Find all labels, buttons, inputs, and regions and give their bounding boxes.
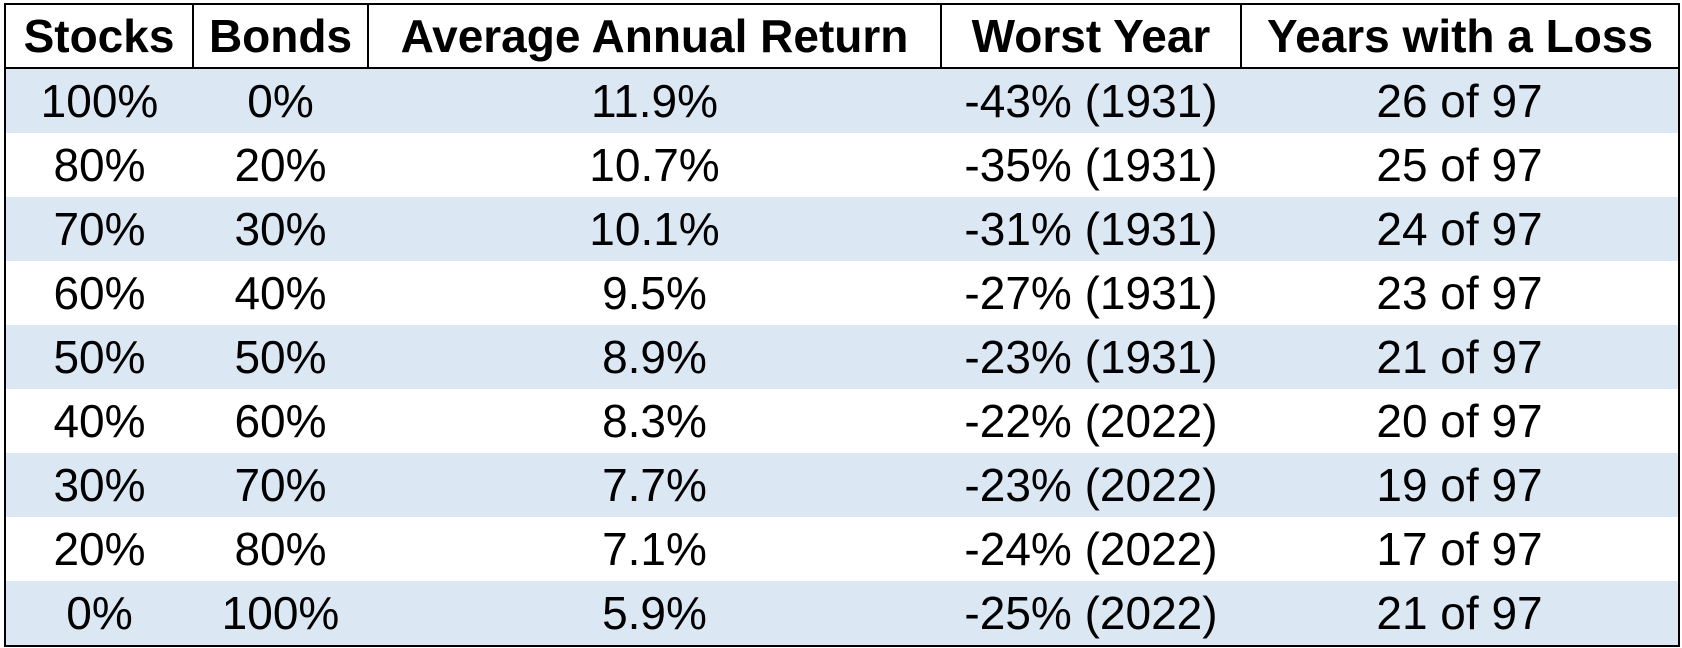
table-cell: 0% <box>5 581 193 646</box>
table-body: 100% 0% 11.9% -43% (1931) 26 of 97 80% 20% 10.7… <box>5 68 1679 646</box>
table-cell: 40% <box>53 395 146 447</box>
table-cell: 30% <box>5 453 193 517</box>
table-cell: 8.3% <box>602 395 707 447</box>
table-cell: 40% <box>234 267 327 319</box>
table-cell: 60% <box>234 395 327 447</box>
table-cell: 50% <box>5 325 193 389</box>
table-row: 100% 0% 11.9% -43% (1931) 26 of 97 <box>5 68 1679 133</box>
table-row: 30% 70% 7.7% -23% (2022) 19 of 97 <box>5 453 1679 517</box>
table-cell: -25% (2022) <box>941 581 1241 646</box>
table-row: 20% 80% 7.1% -24% (2022) 17 of 97 <box>5 517 1679 581</box>
header-cell: Average Annual Return <box>367 3 942 69</box>
table-cell: 7.7% <box>368 453 941 517</box>
table-cell: 80% <box>53 139 146 191</box>
table-cell: 0% <box>193 68 368 133</box>
table-row: 0% 100% 5.9% -25% (2022) 21 of 97 <box>5 581 1679 646</box>
table-cell: 10.7% <box>589 139 720 191</box>
table-cell: 21 of 97 <box>1241 581 1679 646</box>
table-cell: -31% (1931) <box>941 197 1241 261</box>
table-cell: 8.9% <box>368 325 941 389</box>
table-cell: 30% <box>193 197 368 261</box>
table-cell: 50% <box>193 325 368 389</box>
table-cell: -23% (1931) <box>941 325 1241 389</box>
table-cell: 5.9% <box>368 581 941 646</box>
table-cell: 7.1% <box>602 523 707 575</box>
table-row: 60% 40% 9.5% -27% (1931) 23 of 97 <box>5 261 1679 325</box>
table-cell: 80% <box>234 523 327 575</box>
table-cell: 9.5% <box>602 267 707 319</box>
table-cell: 100% <box>5 68 193 133</box>
table-cell: 21 of 97 <box>1241 325 1679 389</box>
allocation-table: Stocks Bonds Average Annual Return Worst Ye… <box>4 3 1680 647</box>
table-cell: 10.1% <box>368 197 941 261</box>
table-cell: 20% <box>234 139 327 191</box>
table-cell: 20 of 97 <box>1376 395 1543 447</box>
table-cell: 60% <box>53 267 146 319</box>
header-cell: Bonds <box>192 3 369 69</box>
table-row: 40% 60% 8.3% -22% (2022) 20 of 97 <box>5 389 1679 453</box>
table-cell: 26 of 97 <box>1241 68 1679 133</box>
table-row: 80% 20% 10.7% -35% (1931) 25 of 97 <box>5 133 1679 197</box>
header-cell: Worst Year <box>940 3 1242 69</box>
header-row: Stocks Bonds Average Annual Return Worst Ye… <box>4 3 1680 69</box>
table-cell: 20% <box>53 523 146 575</box>
table-cell: -43% (1931) <box>941 68 1241 133</box>
table-cell: 70% <box>5 197 193 261</box>
table-cell: 24 of 97 <box>1241 197 1679 261</box>
table-cell: -22% (2022) <box>964 395 1218 447</box>
table-cell: -35% (1931) <box>964 139 1218 191</box>
table-cell: 23 of 97 <box>1376 267 1543 319</box>
table-cell: -23% (2022) <box>941 453 1241 517</box>
table-row: 70% 30% 10.1% -31% (1931) 24 of 97 <box>5 197 1679 261</box>
header-cell: Stocks <box>4 3 194 69</box>
table-cell: -24% (2022) <box>964 523 1218 575</box>
table-cell: 100% <box>193 581 368 646</box>
table-cell: 17 of 97 <box>1376 523 1543 575</box>
table-cell: 70% <box>193 453 368 517</box>
table-cell: 11.9% <box>368 68 941 133</box>
table-cell: 19 of 97 <box>1241 453 1679 517</box>
header-cell: Years with a Loss <box>1240 3 1680 69</box>
table-cell: 25 of 97 <box>1376 139 1543 191</box>
table-row: 50% 50% 8.9% -23% (1931) 21 of 97 <box>5 325 1679 389</box>
table-cell: -27% (1931) <box>964 267 1218 319</box>
